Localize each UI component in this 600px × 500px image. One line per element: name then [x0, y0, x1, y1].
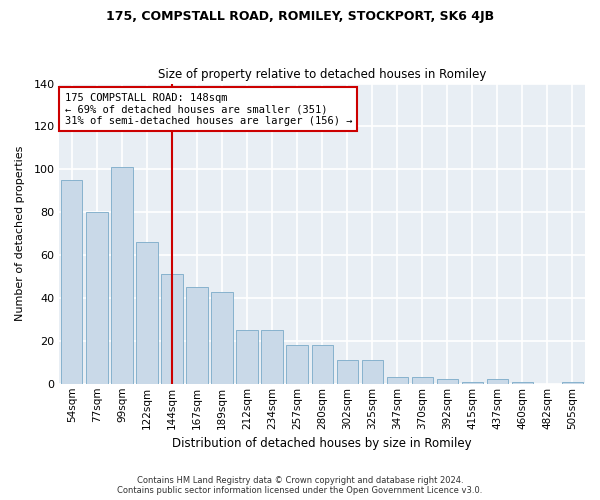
- Bar: [286, 345, 308, 384]
- Bar: [136, 242, 158, 384]
- Bar: [61, 180, 82, 384]
- Bar: [337, 360, 358, 384]
- Bar: [412, 378, 433, 384]
- Bar: [236, 330, 258, 384]
- Bar: [562, 382, 583, 384]
- Text: Contains HM Land Registry data © Crown copyright and database right 2024.
Contai: Contains HM Land Registry data © Crown c…: [118, 476, 482, 495]
- Bar: [462, 382, 483, 384]
- Bar: [437, 380, 458, 384]
- Text: 175 COMPSTALL ROAD: 148sqm
← 69% of detached houses are smaller (351)
31% of sem: 175 COMPSTALL ROAD: 148sqm ← 69% of deta…: [65, 92, 352, 126]
- Bar: [487, 380, 508, 384]
- Bar: [161, 274, 182, 384]
- Bar: [386, 378, 408, 384]
- Bar: [111, 167, 133, 384]
- Bar: [187, 288, 208, 384]
- Y-axis label: Number of detached properties: Number of detached properties: [15, 146, 25, 322]
- X-axis label: Distribution of detached houses by size in Romiley: Distribution of detached houses by size …: [172, 437, 472, 450]
- Bar: [362, 360, 383, 384]
- Bar: [86, 212, 107, 384]
- Bar: [512, 382, 533, 384]
- Bar: [211, 292, 233, 384]
- Text: 175, COMPSTALL ROAD, ROMILEY, STOCKPORT, SK6 4JB: 175, COMPSTALL ROAD, ROMILEY, STOCKPORT,…: [106, 10, 494, 23]
- Title: Size of property relative to detached houses in Romiley: Size of property relative to detached ho…: [158, 68, 487, 81]
- Bar: [262, 330, 283, 384]
- Bar: [311, 345, 333, 384]
